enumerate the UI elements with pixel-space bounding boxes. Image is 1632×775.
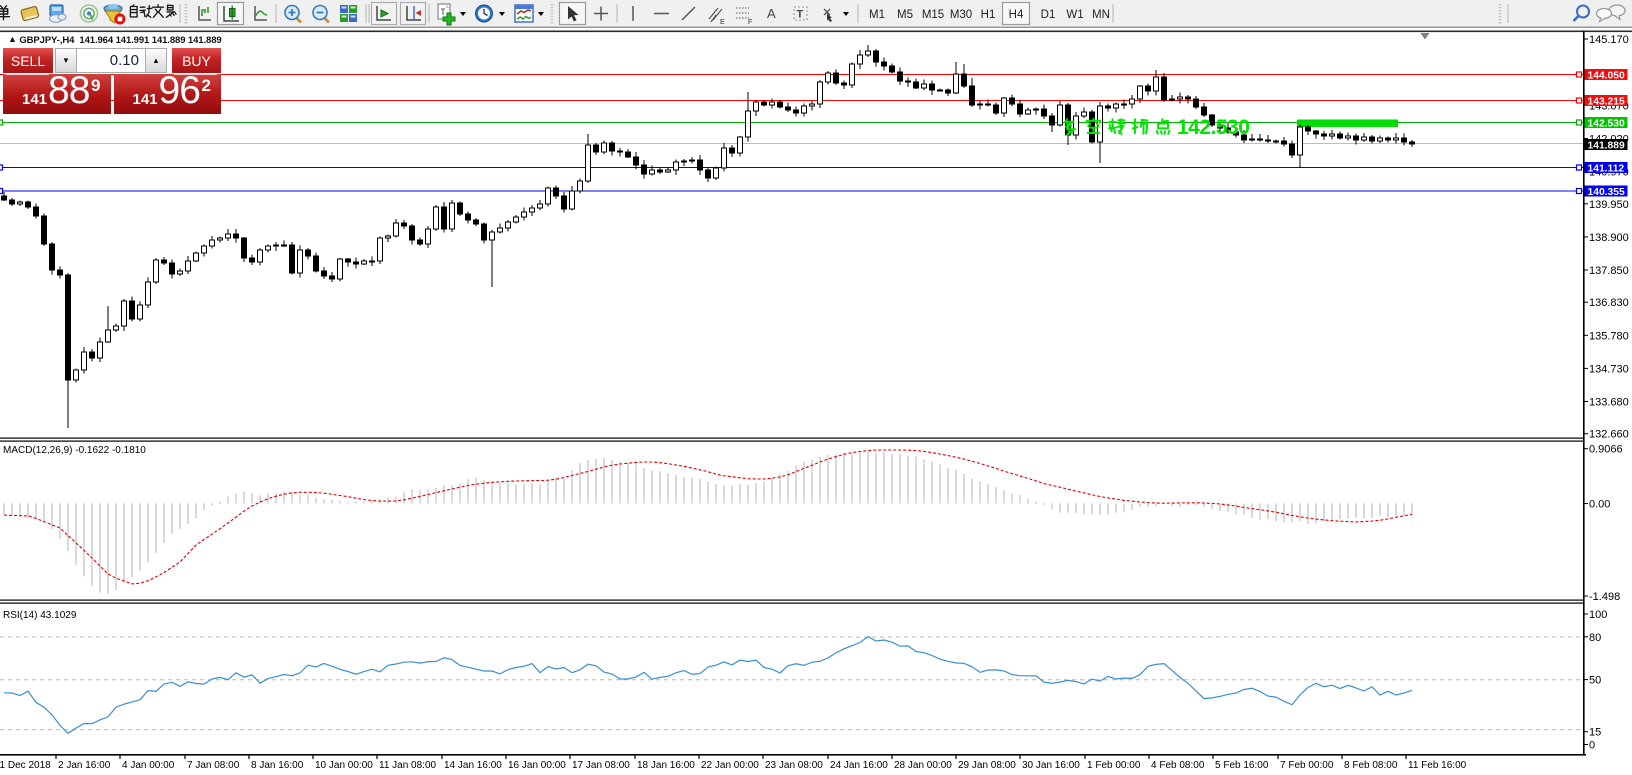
svg-text:138.900: 138.900 [1589, 232, 1629, 244]
svg-text:H4: H4 [1009, 9, 1024, 21]
svg-text:132.660: 132.660 [1589, 429, 1629, 441]
svg-text:0.9066: 0.9066 [1589, 444, 1623, 456]
svg-text:18 Jan 16:00: 18 Jan 16:00 [637, 760, 695, 771]
svg-text:135.780: 135.780 [1589, 330, 1629, 342]
svg-text:31 Dec 2018: 31 Dec 2018 [0, 760, 51, 771]
svg-text:140.355: 140.355 [1588, 187, 1625, 198]
svg-text:142.530: 142.530 [1588, 118, 1625, 129]
svg-text:136.830: 136.830 [1589, 297, 1629, 309]
svg-text:8 Jan 16:00: 8 Jan 16:00 [251, 760, 304, 771]
svg-text:29 Jan 08:00: 29 Jan 08:00 [958, 760, 1016, 771]
svg-text:142.530: 142.530 [1177, 116, 1249, 139]
svg-text:W1: W1 [1066, 9, 1083, 21]
svg-text:139.950: 139.950 [1589, 199, 1629, 211]
svg-text:28 Jan 00:00: 28 Jan 00:00 [894, 760, 952, 771]
svg-text:7 Feb 00:00: 7 Feb 00:00 [1280, 760, 1334, 771]
svg-text:M5: M5 [897, 9, 913, 21]
svg-text:14 Jan 16:00: 14 Jan 16:00 [444, 760, 502, 771]
svg-text:144.050: 144.050 [1588, 70, 1625, 81]
svg-text:RSI(14) 43.1029: RSI(14) 43.1029 [3, 610, 77, 621]
svg-text:2 Jan 16:00: 2 Jan 16:00 [58, 760, 111, 771]
svg-text:23 Jan 08:00: 23 Jan 08:00 [765, 760, 823, 771]
svg-text:24 Jan 16:00: 24 Jan 16:00 [830, 760, 888, 771]
svg-text:-1.498: -1.498 [1589, 591, 1620, 603]
svg-text:MACD(12,26,9) -0.1622 -0.1810: MACD(12,26,9) -0.1622 -0.1810 [3, 445, 146, 456]
svg-text:30 Jan 16:00: 30 Jan 16:00 [1022, 760, 1080, 771]
svg-text:0: 0 [1589, 740, 1595, 752]
svg-text:0.00: 0.00 [1589, 499, 1610, 511]
svg-text:50: 50 [1589, 675, 1601, 687]
svg-text:4 Jan 00:00: 4 Jan 00:00 [122, 760, 175, 771]
svg-text:M15: M15 [922, 9, 944, 21]
svg-text:133.680: 133.680 [1589, 397, 1629, 409]
svg-text:T: T [797, 9, 804, 21]
svg-text:16 Jan 00:00: 16 Jan 00:00 [508, 760, 566, 771]
svg-text:137.850: 137.850 [1589, 265, 1629, 277]
svg-text:7 Jan 08:00: 7 Jan 08:00 [187, 760, 240, 771]
svg-text:A: A [767, 6, 776, 21]
svg-text:D1: D1 [1041, 9, 1056, 21]
svg-text:M1: M1 [869, 9, 885, 21]
svg-text:M30: M30 [950, 9, 972, 21]
svg-text:4 Feb 08:00: 4 Feb 08:00 [1151, 760, 1205, 771]
svg-text:145.170: 145.170 [1589, 34, 1629, 46]
svg-text:134.730: 134.730 [1589, 363, 1629, 375]
svg-text:F: F [748, 19, 752, 26]
svg-text:100: 100 [1589, 609, 1607, 621]
svg-text:17 Jan 08:00: 17 Jan 08:00 [572, 760, 630, 771]
svg-text:143.215: 143.215 [1588, 96, 1625, 107]
svg-text:5 Feb 16:00: 5 Feb 16:00 [1215, 760, 1269, 771]
svg-text:10 Jan 00:00: 10 Jan 00:00 [315, 760, 373, 771]
svg-text:11 Feb 16:00: 11 Feb 16:00 [1408, 760, 1467, 771]
svg-text:141.889: 141.889 [1588, 140, 1625, 151]
svg-text:H1: H1 [981, 9, 996, 21]
svg-text:8 Feb 08:00: 8 Feb 08:00 [1344, 760, 1398, 771]
svg-text:80: 80 [1589, 632, 1601, 644]
svg-text:22 Jan 00:00: 22 Jan 00:00 [701, 760, 759, 771]
svg-text:15: 15 [1589, 727, 1601, 739]
svg-text:1 Feb 00:00: 1 Feb 00:00 [1087, 760, 1141, 771]
svg-text:141.112: 141.112 [1588, 163, 1625, 174]
svg-text:E: E [720, 19, 725, 26]
svg-text:11 Jan 08:00: 11 Jan 08:00 [379, 760, 437, 771]
svg-text:MN: MN [1092, 9, 1110, 21]
